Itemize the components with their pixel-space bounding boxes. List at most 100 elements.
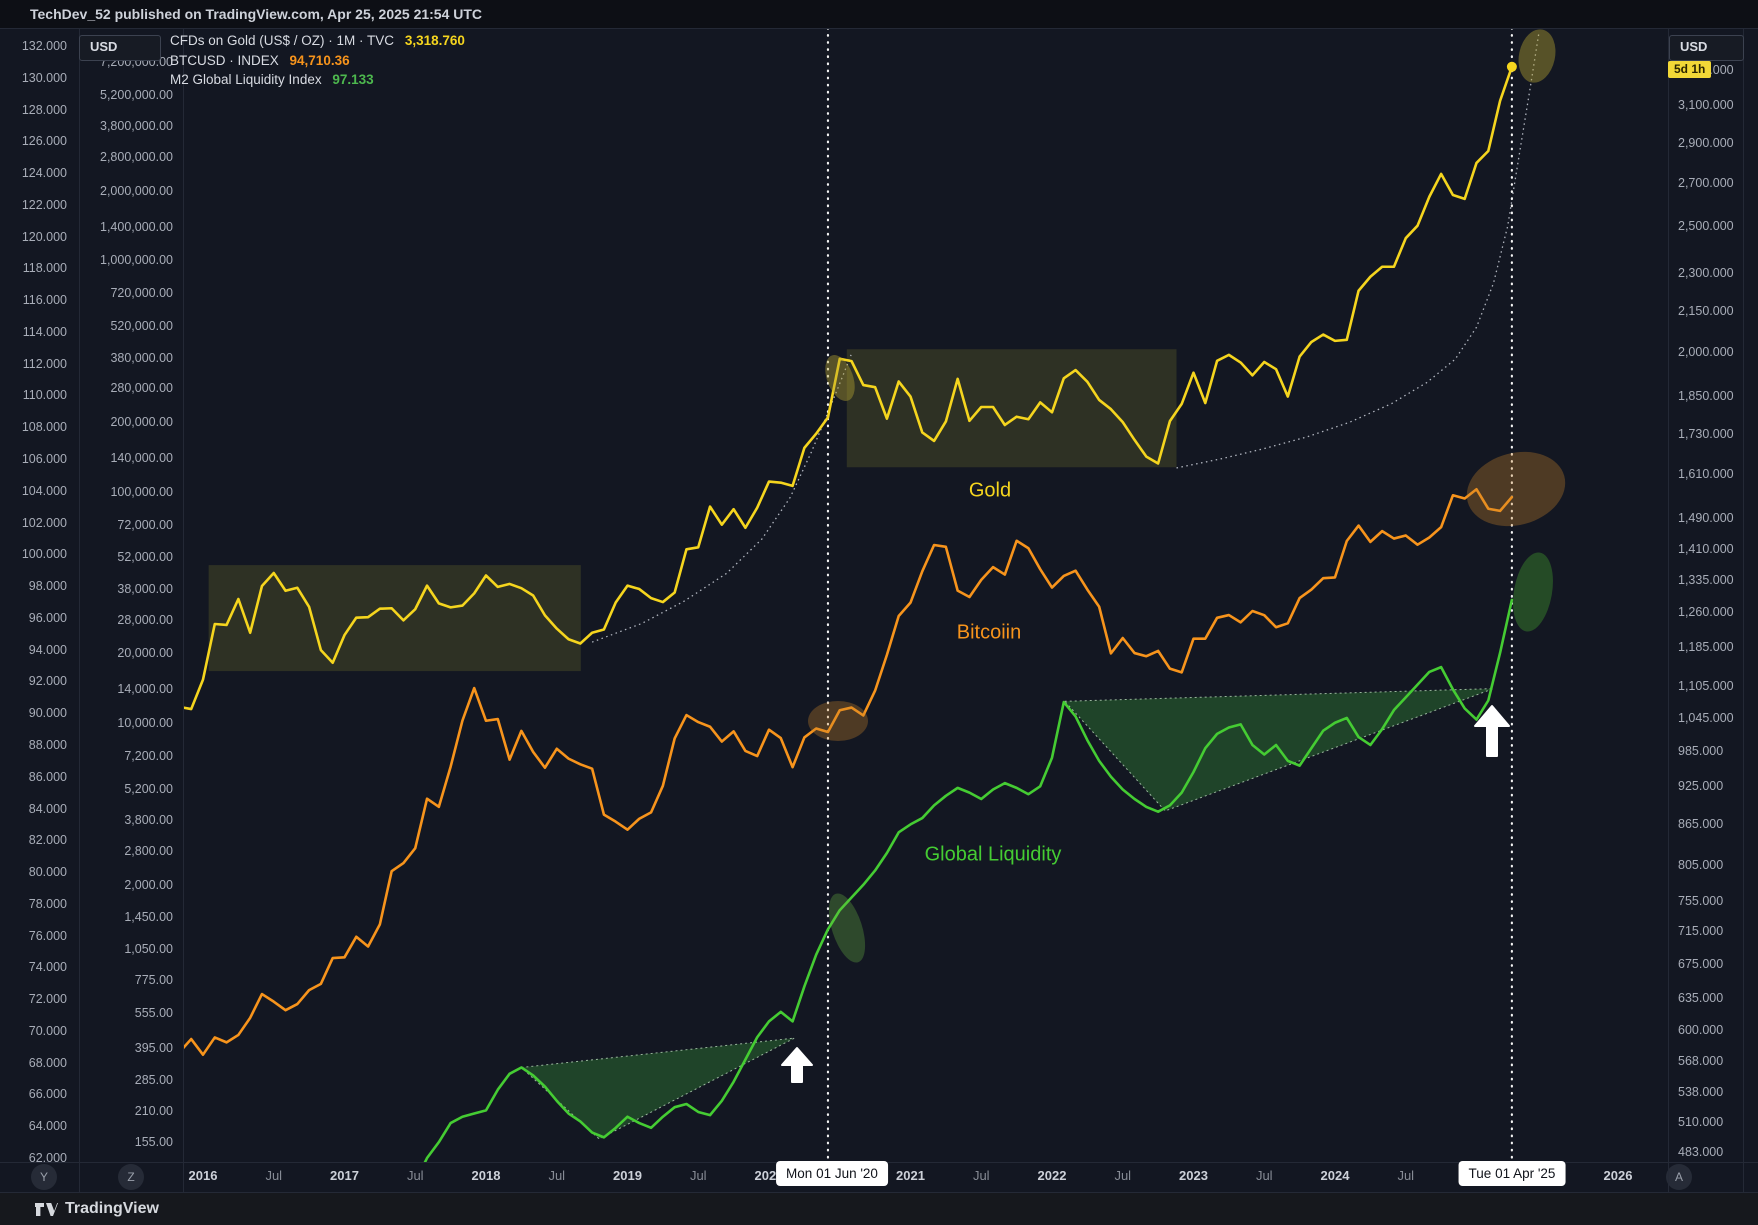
tradingview-logo[interactable]: TradingView <box>34 1199 159 1218</box>
gold-last-price-dot <box>1506 61 1517 72</box>
btc-axis-label: 2,800,000.00 <box>100 149 173 164</box>
m2-axis-label: 92.000 <box>28 674 67 689</box>
series-btcusd <box>183 487 1514 1056</box>
btc-axis-label: 20,000.00 <box>117 646 173 661</box>
y-axis-mode-button[interactable]: Y <box>31 1164 57 1190</box>
m2-axis-label: 62.000 <box>28 1151 67 1166</box>
time-axis-label: 2019 <box>613 1168 642 1183</box>
footer-bar: TradingView <box>0 1193 1758 1225</box>
legend-row-m2[interactable]: M2 Global Liquidity Index 97.133 <box>170 70 465 90</box>
m2-axis-label: 110.000 <box>22 388 67 403</box>
left-currency-button[interactable]: USD <box>79 35 161 61</box>
right-price-scale[interactable]: 3,300.0003,100.0002,900.0002,700.0002,50… <box>1668 28 1758 1162</box>
gold-axis-label: 3,100.000 <box>1678 98 1734 113</box>
gold-axis-label: 2,900.000 <box>1678 135 1734 150</box>
gold-axis-label: 1,045.000 <box>1678 710 1734 725</box>
btc-axis-label: 1,400,000.00 <box>100 219 173 234</box>
btc-axis-label: 720,000.00 <box>110 286 173 301</box>
m2-axis-label: 102.000 <box>21 515 67 530</box>
btc-axis-label: 14,000.00 <box>117 682 173 697</box>
left-inner-price-scale[interactable]: 7,200,000.00 5,200,000.00 3,800,000.00 2,80… <box>79 28 183 1162</box>
a-axis-mode-button[interactable]: A <box>1666 1164 1692 1190</box>
btc-axis-label: 155.00 <box>134 1134 173 1149</box>
btc-axis-label: 775.00 <box>134 972 173 987</box>
btc-axis-label: 380,000.00 <box>110 350 173 365</box>
gold-axis-label: 755.000 <box>1678 893 1724 908</box>
time-axis-label: Jul <box>1397 1168 1415 1183</box>
btc-axis-label: 72,000.00 <box>117 517 173 532</box>
m2-axis-label: 64.000 <box>28 1119 67 1134</box>
highlight-btc-2020-base <box>808 701 868 741</box>
time-axis-label: Jul <box>1114 1168 1132 1183</box>
gold-axis-label: 2,700.000 <box>1678 176 1734 191</box>
time-axis-label: 2022 <box>1037 1168 1067 1183</box>
scale-divider <box>1743 28 1744 1192</box>
gold-axis-label: 805.000 <box>1678 857 1724 872</box>
time-axis-label: 2016 <box>188 1168 218 1183</box>
legend-m2-title: M2 Global Liquidity Index <box>170 72 322 87</box>
tradingview-logo-text: TradingView <box>65 1199 159 1217</box>
time-axis[interactable]: 2026Jul2025Jul2024Jul2023Jul2022Jul2021J… <box>0 1161 1758 1192</box>
series-m2-global-liquidity-index <box>423 598 1514 1162</box>
m2-axis-label: 86.000 <box>28 769 67 784</box>
gold-axis-label: 2,000.000 <box>1678 345 1734 360</box>
gold-consolidation-2020-2022 <box>846 349 1177 468</box>
m2-axis-label: 72.000 <box>28 992 67 1007</box>
z-axis-mode-button[interactable]: Z <box>118 1164 144 1190</box>
arrow-2020 <box>781 1047 813 1083</box>
legend-row-gold[interactable]: CFDs on Gold (US$ / OZ) · 1M · TVC 3,318… <box>170 31 465 51</box>
btc-axis-label: 38,000.00 <box>117 581 173 596</box>
m2-axis-label: 98.000 <box>28 579 67 594</box>
btc-axis-label: 3,800.00 <box>124 813 173 828</box>
m2-axis-label: 88.000 <box>28 737 67 752</box>
gold-axis-label: 483.000 <box>1678 1145 1724 1160</box>
btc-axis-label: 28,000.00 <box>117 612 173 627</box>
m2-axis-label: 112.000 <box>22 356 67 371</box>
m2-axis-label: 118.000 <box>22 261 67 276</box>
scale-divider <box>183 28 184 1192</box>
m2-axis-label: 106.000 <box>21 452 67 467</box>
gold-axis-label: 2,300.000 <box>1678 266 1734 281</box>
m2-axis-label: 114.000 <box>22 324 67 339</box>
btc-axis-label: 3,800,000.00 <box>100 119 173 134</box>
gold-axis-label: 925.000 <box>1678 779 1724 794</box>
highlight-btc-2025-top <box>1466 451 1566 527</box>
frame-border <box>0 28 1758 29</box>
m2-axis-label: 116.000 <box>22 293 67 308</box>
tradingview-logo-icon <box>35 1203 58 1216</box>
time-axis-label: Jul <box>972 1168 990 1183</box>
btc-axis-label: 2,800.00 <box>124 843 173 858</box>
m2-axis-label: 104.000 <box>21 483 67 498</box>
btc-axis-label: 210.00 <box>134 1104 173 1119</box>
legend-m2-value: 97.133 <box>332 72 374 87</box>
m2-axis-label: 122.000 <box>21 197 67 212</box>
legend-gold-value: 3,318.760 <box>404 33 465 48</box>
legend-row-btc[interactable]: BTCUSD · INDEX 94,710.36 <box>170 51 465 71</box>
right-currency-button[interactable]: USD <box>1669 35 1744 61</box>
m2-axis-label: 68.000 <box>28 1055 67 1070</box>
series-gold <box>183 65 1514 711</box>
m2-axis-label: 100.000 <box>21 547 67 562</box>
time-axis-label: 2018 <box>471 1168 501 1183</box>
time-axis-label: 2024 <box>1320 1168 1350 1183</box>
legend-btc-title: BTCUSD · INDEX <box>170 52 279 68</box>
chart-plot-area[interactable] <box>183 28 1668 1162</box>
time-axis-label: Jul <box>406 1168 424 1183</box>
gold-axis-label: 635.000 <box>1678 991 1724 1006</box>
btc-axis-label: 280,000.00 <box>110 381 173 396</box>
left-outer-price-scale[interactable]: 132.000 130.000 128.000 126.000 124.000 122.0… <box>0 28 79 1165</box>
highlight-m2-2025-breakout <box>1513 552 1553 632</box>
legend-btc-value: 94,710.36 <box>289 52 350 68</box>
m2-axis-label: 66.000 <box>28 1087 67 1102</box>
gold-axis-label: 1,730.000 <box>1678 426 1734 441</box>
gold-axis-label: 1,850.000 <box>1678 388 1734 403</box>
scale-divider <box>79 28 80 1192</box>
gold-parabola-2023-2025 <box>1176 33 1540 469</box>
time-axis-label: Jul <box>548 1168 566 1183</box>
date-tooltip-jun-2020: Mon 01 Jun '20 <box>776 1161 888 1186</box>
scale-divider <box>1668 28 1669 1192</box>
gold-axis-label: 715.000 <box>1678 924 1724 939</box>
btc-axis-label: 1,000,000.00 <box>100 253 173 268</box>
gold-axis-label: 1,610.000 <box>1678 467 1734 482</box>
